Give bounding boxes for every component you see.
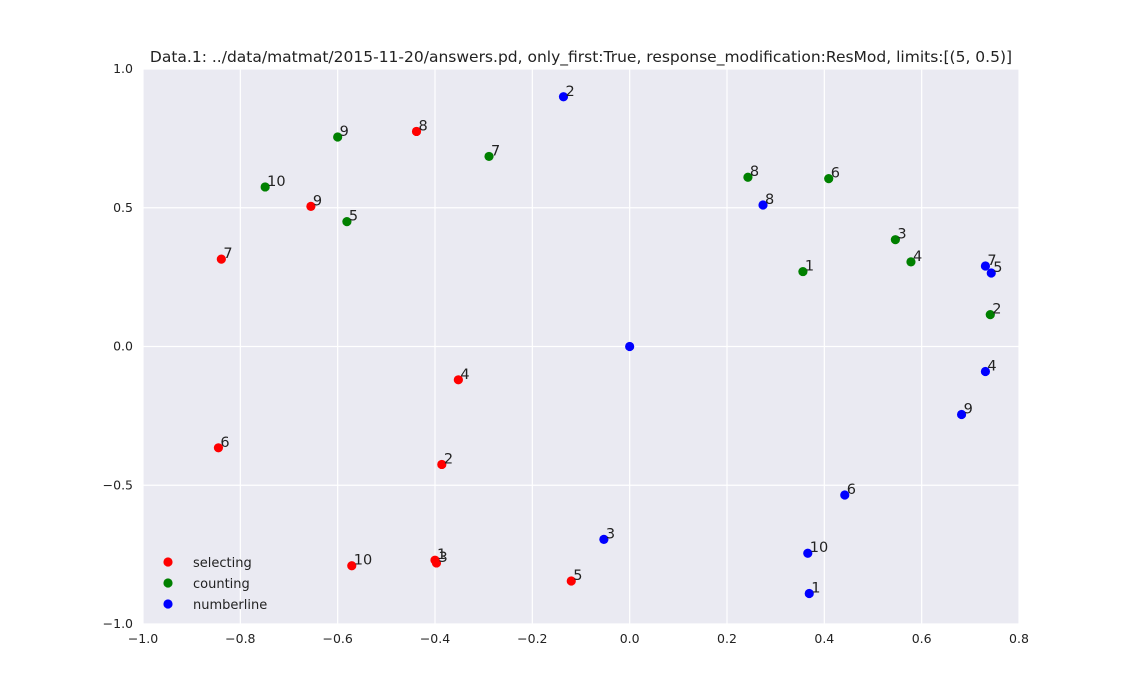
data-point-numberline bbox=[558, 92, 569, 102]
data-point-selecting bbox=[213, 443, 224, 453]
point-label: 7 bbox=[987, 253, 996, 269]
data-point-selecting bbox=[431, 558, 442, 568]
x-tick-label: −0.8 bbox=[225, 631, 255, 646]
point-label: 2 bbox=[992, 302, 1001, 318]
data-point-numberline bbox=[599, 534, 609, 544]
x-tick-label: 0.2 bbox=[717, 631, 737, 646]
point-label: 8 bbox=[750, 164, 759, 180]
point-label: 7 bbox=[491, 143, 500, 159]
x-tick-label: −1.0 bbox=[128, 631, 158, 646]
legend-label-counting: counting bbox=[193, 577, 250, 592]
data-points bbox=[213, 92, 996, 599]
data-point-counting bbox=[890, 235, 900, 245]
data-point-numberline bbox=[804, 588, 814, 599]
legend-marker-counting bbox=[163, 578, 173, 588]
point-label: 4 bbox=[913, 249, 922, 265]
legend-label-numberline: numberline bbox=[193, 598, 267, 613]
point-label: 1 bbox=[805, 259, 814, 275]
x-tick-label: −0.2 bbox=[517, 631, 547, 646]
point-label: 8 bbox=[419, 118, 428, 134]
point-label: 8 bbox=[765, 192, 774, 208]
data-point-selecting bbox=[566, 576, 576, 586]
data-point-numberline bbox=[840, 490, 850, 500]
point-label: 9 bbox=[313, 193, 322, 209]
point-label: 4 bbox=[460, 367, 469, 383]
legend: selecting counting numberline bbox=[163, 556, 267, 613]
point-label: 2 bbox=[444, 451, 453, 467]
data-point-counting bbox=[342, 217, 352, 227]
data-point-counting bbox=[824, 174, 834, 184]
data-point-numberline bbox=[980, 366, 991, 377]
data-point-numberline bbox=[803, 548, 813, 558]
grid-lines bbox=[142, 68, 1020, 625]
legend-marker-selecting bbox=[163, 557, 173, 567]
data-point-numberline bbox=[986, 268, 996, 278]
point-label: 5 bbox=[993, 260, 1002, 276]
data-point-numberline bbox=[758, 200, 768, 210]
point-label: 3 bbox=[606, 526, 615, 542]
point-label: 9 bbox=[340, 124, 349, 140]
point-label: 6 bbox=[220, 435, 229, 451]
data-point-counting bbox=[906, 257, 916, 267]
data-point-numberline bbox=[980, 261, 991, 271]
point-label: 9 bbox=[964, 401, 973, 417]
point-label: 7 bbox=[223, 246, 232, 262]
x-tick-label: 0.6 bbox=[912, 631, 932, 646]
y-axis-ticks: 1.0 0.5 0.0 −0.5 −1.0 bbox=[103, 61, 133, 631]
point-label: 10 bbox=[354, 553, 372, 569]
point-label: 5 bbox=[573, 568, 582, 584]
data-point-selecting bbox=[306, 201, 316, 211]
point-label: 4 bbox=[987, 358, 996, 374]
point-label: 1 bbox=[437, 547, 446, 563]
point-label: 6 bbox=[831, 166, 840, 182]
data-point-selecting bbox=[347, 561, 357, 571]
x-tick-label: 0.4 bbox=[814, 631, 834, 646]
y-tick-label: −0.5 bbox=[103, 477, 133, 492]
data-point-numberline bbox=[625, 341, 635, 352]
x-tick-label: −0.4 bbox=[420, 631, 450, 646]
x-tick-label: 0.8 bbox=[1009, 631, 1029, 646]
x-tick-label: −0.6 bbox=[322, 631, 352, 646]
y-tick-label: 1.0 bbox=[113, 61, 133, 76]
point-label: 6 bbox=[847, 482, 856, 498]
data-point-selecting bbox=[437, 459, 447, 470]
data-point-counting bbox=[484, 151, 494, 162]
y-tick-label: −1.0 bbox=[103, 616, 133, 631]
data-point-counting bbox=[985, 309, 995, 320]
data-point-counting bbox=[333, 132, 343, 142]
data-point-selecting bbox=[411, 126, 422, 137]
point-label: 10 bbox=[810, 540, 828, 556]
point-label: 10 bbox=[267, 174, 285, 190]
legend-label-selecting: selecting bbox=[193, 556, 252, 571]
x-tick-label: 0.0 bbox=[620, 631, 640, 646]
data-point-numberline bbox=[956, 409, 967, 420]
data-point-counting bbox=[743, 172, 753, 182]
chart-title: Data.1: ../data/matmat/2015-11-20/answer… bbox=[150, 48, 1012, 67]
point-label: 2 bbox=[565, 84, 574, 100]
legend-marker-numberline bbox=[163, 599, 173, 609]
point-label: 3 bbox=[438, 550, 447, 566]
y-tick-label: 0.0 bbox=[113, 339, 133, 354]
data-point-counting bbox=[798, 266, 808, 277]
x-axis-ticks: −1.0 −0.8 −0.6 −0.4 −0.2 0.0 0.2 0.4 0.6 0.8 bbox=[128, 631, 1029, 646]
data-point-selecting bbox=[453, 375, 463, 385]
point-label: 1 bbox=[811, 580, 820, 596]
data-point-selecting bbox=[216, 254, 226, 264]
point-label: 3 bbox=[897, 227, 906, 243]
point-label: 5 bbox=[349, 209, 358, 225]
data-point-counting bbox=[260, 182, 270, 192]
y-tick-label: 0.5 bbox=[113, 200, 133, 215]
